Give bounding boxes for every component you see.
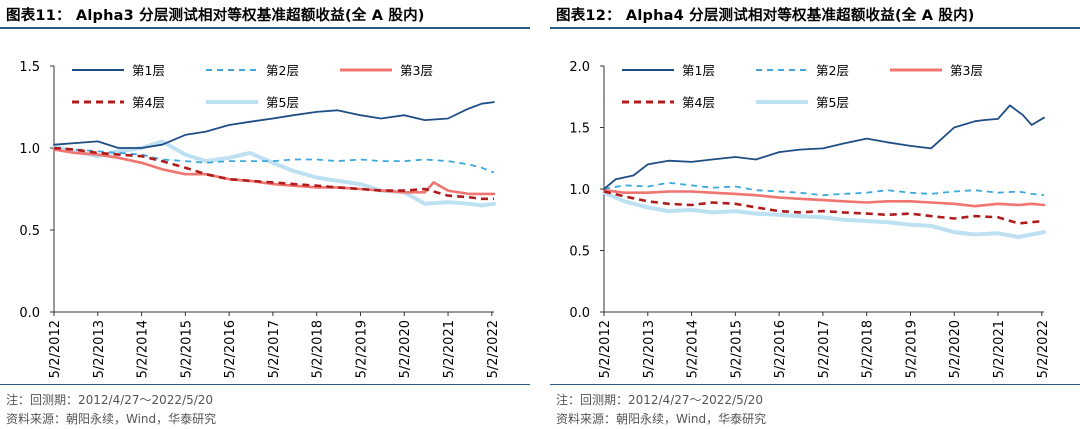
y-tick-label: 1.5	[19, 60, 40, 75]
x-tick-label: 5/2/2012	[598, 320, 613, 378]
series-line-4	[603, 190, 1045, 225]
x-tick-label: 5/2/2015	[179, 320, 194, 378]
series-line-3	[602, 188, 1046, 208]
chart-title: 图表12： Alpha4 分层测试相对等权基准超额收益(全 A 股内)	[556, 8, 975, 24]
x-tick-label: 5/2/2022	[486, 320, 501, 378]
backtest-note: 注：回测期：2012/4/27～2022/5/20	[6, 393, 214, 407]
chart-panel-alpha3: 图表11： Alpha3 分层测试相对等权基准超额收益(全 A 股内) 0.0 0…	[0, 0, 530, 429]
series-line-5	[602, 190, 1046, 239]
source-note: 资料来源：朝阳永续，Wind，华泰研究	[6, 412, 217, 426]
series-line-1	[53, 101, 495, 149]
legend-label-4: 第4层	[132, 95, 165, 110]
y-tick-label: 2.0	[569, 60, 590, 75]
x-tick-label: 5/2/2018	[861, 320, 876, 378]
series-line-3	[52, 148, 496, 196]
y-tick-label: 1.0	[569, 183, 590, 198]
y-tick-label: 0.0	[569, 306, 590, 321]
x-tick-label: 5/2/2014	[136, 320, 151, 378]
legend-label-5: 第5层	[816, 95, 849, 110]
legend-label-3: 第3层	[950, 63, 983, 78]
x-tick-label: 5/2/2021	[442, 320, 457, 378]
footer-rule	[0, 384, 530, 385]
y-tick-label: 1.5	[569, 122, 590, 137]
title-rule	[0, 27, 530, 29]
footer-rule	[550, 384, 1080, 385]
y-tick-label: 0.0	[19, 306, 40, 321]
x-tick-label: 5/2/2012	[48, 320, 63, 378]
chart-panel-alpha4: 图表12： Alpha4 分层测试相对等权基准超额收益(全 A 股内) 0.0 0…	[550, 0, 1080, 429]
x-tick-label: 5/2/2013	[642, 320, 657, 378]
x-tick-label: 5/2/2017	[267, 320, 282, 378]
chart-title: 图表11： Alpha3 分层测试相对等权基准超额收益(全 A 股内)	[6, 8, 425, 24]
legend-label-2: 第2层	[816, 63, 849, 78]
x-tick-label: 5/2/2015	[729, 320, 744, 378]
legend-label-1: 第1层	[132, 63, 165, 78]
x-tick-label: 5/2/2019	[904, 320, 919, 378]
line-chart-alpha4: 0.0 0.5 1.0 1.5 2.0 5/2/2012 5/2/2013 5/2/2014 5…	[569, 60, 1051, 378]
legend-label-2: 第2层	[266, 63, 299, 78]
series-line-2	[603, 181, 1045, 197]
x-tick-label: 5/2/2013	[92, 320, 107, 378]
x-tick-label: 5/2/2014	[686, 320, 701, 378]
legend-label-4: 第4层	[682, 95, 715, 110]
line-chart-alpha3: 0.0 0.5 1.0 1.5 5/2/2012 5/2/2013 5/2/2014 5/2/…	[19, 60, 501, 378]
legend-label-5: 第5层	[266, 95, 299, 110]
x-tick-label: 5/2/2021	[992, 320, 1007, 378]
series-line-4	[53, 146, 494, 201]
x-tick-label: 5/2/2022	[1036, 320, 1051, 378]
title-rule	[550, 27, 1080, 29]
series-line-5	[52, 139, 496, 208]
x-tick-label: 5/2/2020	[948, 320, 963, 378]
x-tick-label: 5/2/2016	[223, 320, 238, 378]
series-line-1	[603, 104, 1045, 190]
x-tick-label: 5/2/2018	[311, 320, 326, 378]
x-tick-label: 5/2/2020	[398, 320, 413, 378]
x-tick-label: 5/2/2019	[354, 320, 369, 378]
backtest-note: 注：回测期：2012/4/27～2022/5/20	[556, 393, 764, 407]
x-tick-label: 5/2/2017	[817, 320, 832, 378]
y-tick-label: 0.5	[569, 245, 590, 260]
x-tick-label: 5/2/2016	[773, 320, 788, 378]
legend-label-1: 第1层	[682, 63, 715, 78]
legend-label-3: 第3层	[400, 63, 433, 78]
y-tick-label: 0.5	[19, 224, 40, 239]
y-tick-label: 1.0	[19, 142, 40, 157]
source-note: 资料来源：朝阳永续，Wind，华泰研究	[556, 412, 767, 426]
